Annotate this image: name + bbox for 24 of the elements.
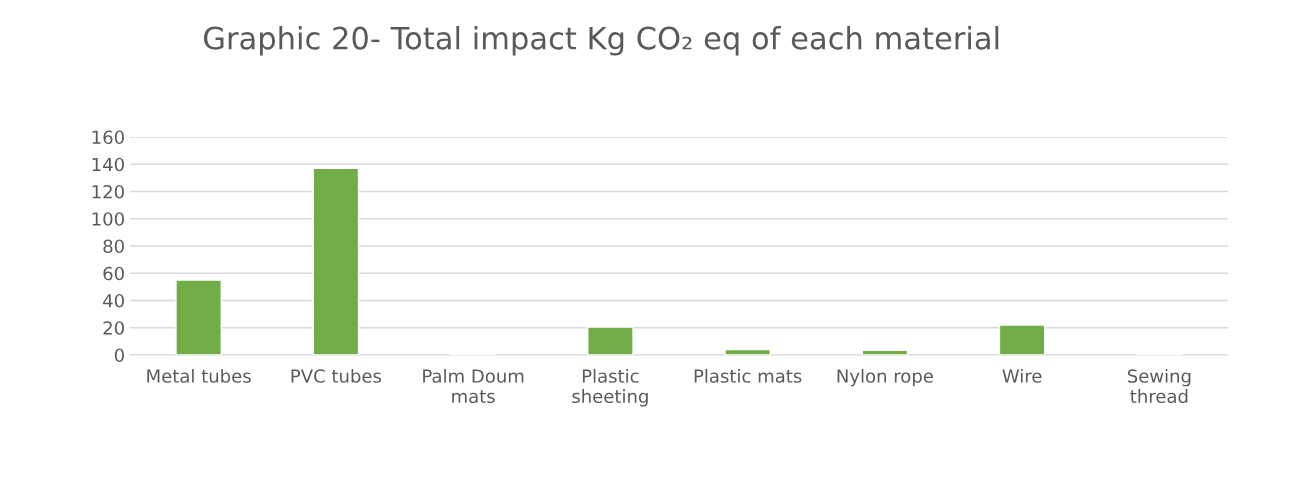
bar: [312, 167, 360, 355]
x-tick-label: Metal tubes: [147, 368, 251, 383]
y-tick-label: 80: [103, 239, 124, 254]
x-tick-label: Palm Doum mats: [423, 368, 524, 404]
x-tick-label: Sewing thread: [1127, 368, 1191, 404]
bar: [175, 279, 222, 355]
y-tick-label: 160: [92, 130, 124, 145]
bar: [587, 326, 634, 355]
y-tick-label: 60: [103, 266, 124, 281]
bar: [998, 324, 1046, 355]
y-tick-label: 20: [103, 321, 124, 335]
y-tick-label: 0: [114, 348, 124, 363]
x-tick-label: Plastic mats: [694, 368, 802, 383]
y-tick-label: 120: [92, 184, 124, 199]
y-tick-label: 40: [103, 293, 124, 308]
x-tick-label: Nylon rope: [837, 368, 933, 387]
x-tick-label: Wire: [1002, 368, 1042, 383]
bar: [861, 349, 909, 355]
chart-title: Graphic 20- Total impact Kg CO₂ eq of each material: [204, 26, 999, 56]
x-tick-label: Plastic sheeting: [572, 368, 648, 407]
y-tick-label: 140: [92, 157, 124, 172]
y-tick-label: 100: [92, 212, 124, 226]
x-tick-label: PVC tubes: [291, 368, 382, 383]
bar: [724, 348, 771, 355]
